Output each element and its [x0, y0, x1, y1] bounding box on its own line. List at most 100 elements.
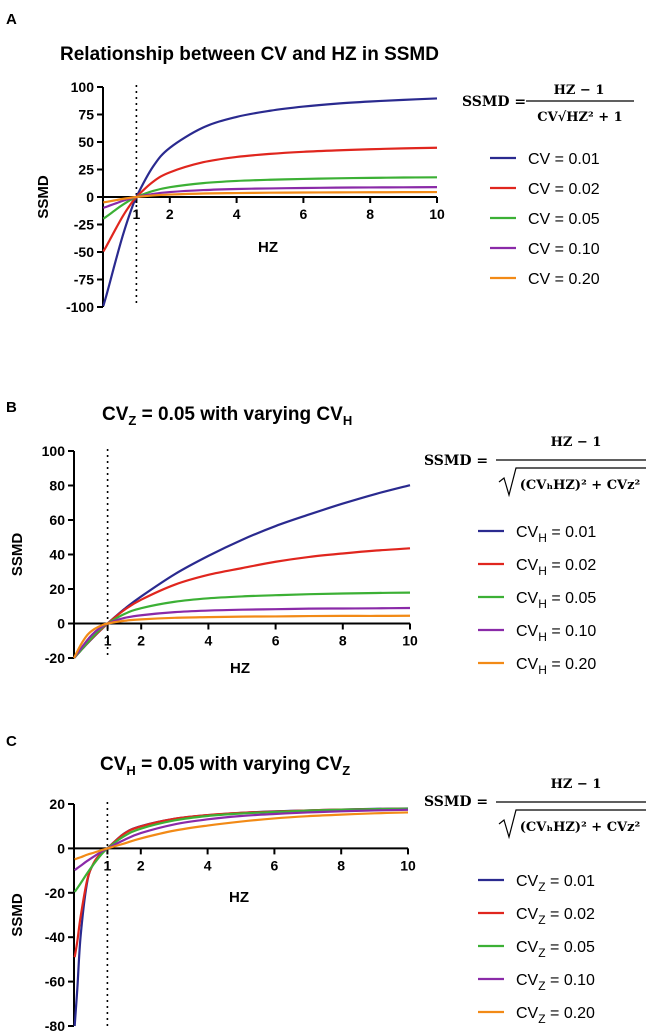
- x-tick-label-b: 4: [205, 633, 213, 649]
- y-tick-label-b: 60: [49, 512, 65, 528]
- x-tick-label-a: 8: [366, 206, 374, 222]
- formula-numerator-b: HZ − 1: [551, 435, 602, 450]
- formula-lhs-a: SSMD =: [462, 94, 526, 110]
- series-line-c-5: [74, 811, 409, 861]
- legend-label-c-3: CVZ = 0.05: [516, 939, 595, 960]
- legend-c: CVZ = 0.01 CVZ = 0.02 CVZ = 0.05 CVZ = 0.10…: [478, 873, 595, 1026]
- panel-letter-a: A: [6, 11, 17, 28]
- series-line-a-1: [102, 97, 438, 307]
- x-tick-label-c: 8: [337, 857, 345, 873]
- formula-b: SSMD = HZ − 1 (CVₕHZ)² + CVz²: [424, 435, 646, 498]
- legend-label-a-1: CV = 0.01: [528, 151, 600, 168]
- plot-area-a: 100 75 50 25 0 -25 -50 -75 -100 1 2 4 6 8 10 HZ SSMD: [35, 79, 445, 315]
- y-tick-label-a: 50: [78, 134, 94, 150]
- formula-radical-c: [498, 809, 646, 840]
- chart-title-b: CVZ = 0.05 with varying CVH: [102, 404, 352, 428]
- legend-label-c-5: CVZ = 0.20: [516, 1005, 595, 1026]
- series-line-a-5: [103, 190, 438, 204]
- x-tick-label-b: 10: [402, 633, 418, 649]
- y-tick-label-a: 75: [78, 107, 94, 123]
- formula-denominator-b: (CVₕHZ)² + CVz²: [520, 478, 640, 493]
- series-line-c-4: [73, 808, 409, 872]
- formula-denominator-a: CV√HZ² + 1: [537, 110, 622, 125]
- legend-label-a-3: CV = 0.05: [528, 211, 600, 228]
- x-tick-label-b: 1: [104, 633, 112, 649]
- y-tick-label-b: 0: [57, 616, 65, 632]
- y-tick-label-a: 25: [78, 162, 94, 178]
- plot-area-c: 20 0 -20 -40 -60 -80 1 2 4 6 8 10 HZ SSMD: [9, 796, 416, 1034]
- legend-label-a-5: CV = 0.20: [528, 271, 600, 288]
- series-line-c-3: [73, 807, 409, 893]
- legend-label-b-2: CVH = 0.02: [516, 557, 596, 578]
- x-axis-label-a: HZ: [258, 239, 278, 256]
- y-tick-label-c: 20: [49, 796, 65, 812]
- legend-label-b-3: CVH = 0.05: [516, 590, 596, 611]
- series-line-b-4: [73, 606, 411, 659]
- legend-label-a-4: CV = 0.10: [528, 241, 600, 258]
- formula-radical-b: [498, 467, 646, 498]
- y-tick-label-c: 0: [57, 840, 65, 856]
- x-tick-label-b: 2: [137, 633, 145, 649]
- x-tick-label-a: 6: [300, 206, 308, 222]
- y-tick-label-b: 80: [49, 478, 65, 494]
- series-line-a-4: [103, 186, 438, 209]
- legend-b: CVH = 0.01 CVH = 0.02 CVH = 0.05 CVH = 0.10…: [478, 524, 596, 677]
- x-tick-label-c: 6: [271, 857, 279, 873]
- legend-a: CV = 0.01 CV = 0.02 CV = 0.05 CV = 0.10 CV =…: [490, 151, 600, 288]
- y-tick-label-b: 100: [42, 443, 66, 459]
- chart-title-c: CVH = 0.05 with varying CVZ: [100, 754, 350, 778]
- legend-label-a-2: CV = 0.02: [528, 181, 600, 198]
- panel-b: B CVZ = 0.05 with varying CVH 1008060402…: [6, 399, 646, 677]
- legend-label-b-1: CVH = 0.01: [516, 524, 596, 545]
- legend-label-c-4: CVZ = 0.10: [516, 972, 595, 993]
- y-tick-label-c: -40: [45, 929, 65, 945]
- series-line-b-2: [73, 547, 411, 659]
- x-tick-label-c: 10: [400, 857, 416, 873]
- y-tick-label-b: 40: [49, 547, 65, 563]
- series-line-a-3: [102, 176, 438, 220]
- y-axis-label-b: SSMD: [9, 533, 26, 577]
- x-tick-label-a: 10: [429, 206, 445, 222]
- series-line-c-1: [73, 807, 409, 1027]
- y-axis-label-c: SSMD: [9, 893, 26, 937]
- formula-c: SSMD = HZ − 1 (CVₕHZ)² + CVz²: [424, 777, 646, 840]
- formula-numerator-a: HZ − 1: [554, 83, 605, 98]
- formula-numerator-c: HZ − 1: [551, 777, 602, 792]
- x-tick-label-a: 1: [133, 206, 141, 222]
- y-tick-label-a: -100: [66, 299, 94, 315]
- y-axis-label-a: SSMD: [35, 175, 52, 219]
- y-tick-label-a: 100: [71, 79, 95, 95]
- x-tick-label-b: 6: [272, 633, 280, 649]
- formula-denominator-c: (CVₕHZ)² + CVz²: [520, 820, 640, 835]
- series-line-c-2: [73, 807, 409, 958]
- y-tick-label-a: 0: [86, 189, 94, 205]
- x-tick-label-a: 4: [233, 206, 241, 222]
- series-line-b-5: [73, 614, 411, 659]
- x-tick-label-c: 4: [204, 857, 212, 873]
- x-axis-label-c: HZ: [229, 889, 249, 906]
- panel-c: C CVH = 0.05 with varying CVZ 20 0 -20 -40 -…: [6, 733, 646, 1034]
- formula-lhs-c: SSMD =: [424, 794, 488, 810]
- panel-a: A Relationship between CV and HZ in SSMD…: [6, 11, 634, 315]
- panel-letter-b: B: [6, 399, 17, 416]
- series-line-a-2: [102, 146, 438, 253]
- panel-letter-c: C: [6, 733, 17, 750]
- y-tick-label-c: -60: [45, 974, 65, 990]
- x-axis-label-b: HZ: [230, 660, 250, 677]
- y-tick-label-a: -25: [74, 217, 94, 233]
- series-line-b-3: [73, 591, 411, 659]
- chart-title-a: Relationship between CV and HZ in SSMD: [60, 44, 439, 65]
- y-tick-label-c: -20: [45, 885, 65, 901]
- formula-lhs-b: SSMD =: [424, 453, 488, 469]
- y-tick-label-a: -50: [74, 244, 94, 260]
- x-tick-label-a: 2: [166, 206, 174, 222]
- x-tick-label-c: 2: [137, 857, 145, 873]
- legend-label-b-4: CVH = 0.10: [516, 623, 596, 644]
- legend-label-c-1: CVZ = 0.01: [516, 873, 595, 894]
- formula-a: SSMD = HZ − 1 CV√HZ² + 1: [462, 83, 634, 125]
- plot-area-b: 100 80 60 40 20 0 -20 1 2 4 6 8 10 HZ SSMD: [9, 443, 418, 677]
- y-tick-label-a: -75: [74, 272, 94, 288]
- x-tick-label-b: 8: [339, 633, 347, 649]
- y-tick-label-b: -20: [45, 650, 65, 666]
